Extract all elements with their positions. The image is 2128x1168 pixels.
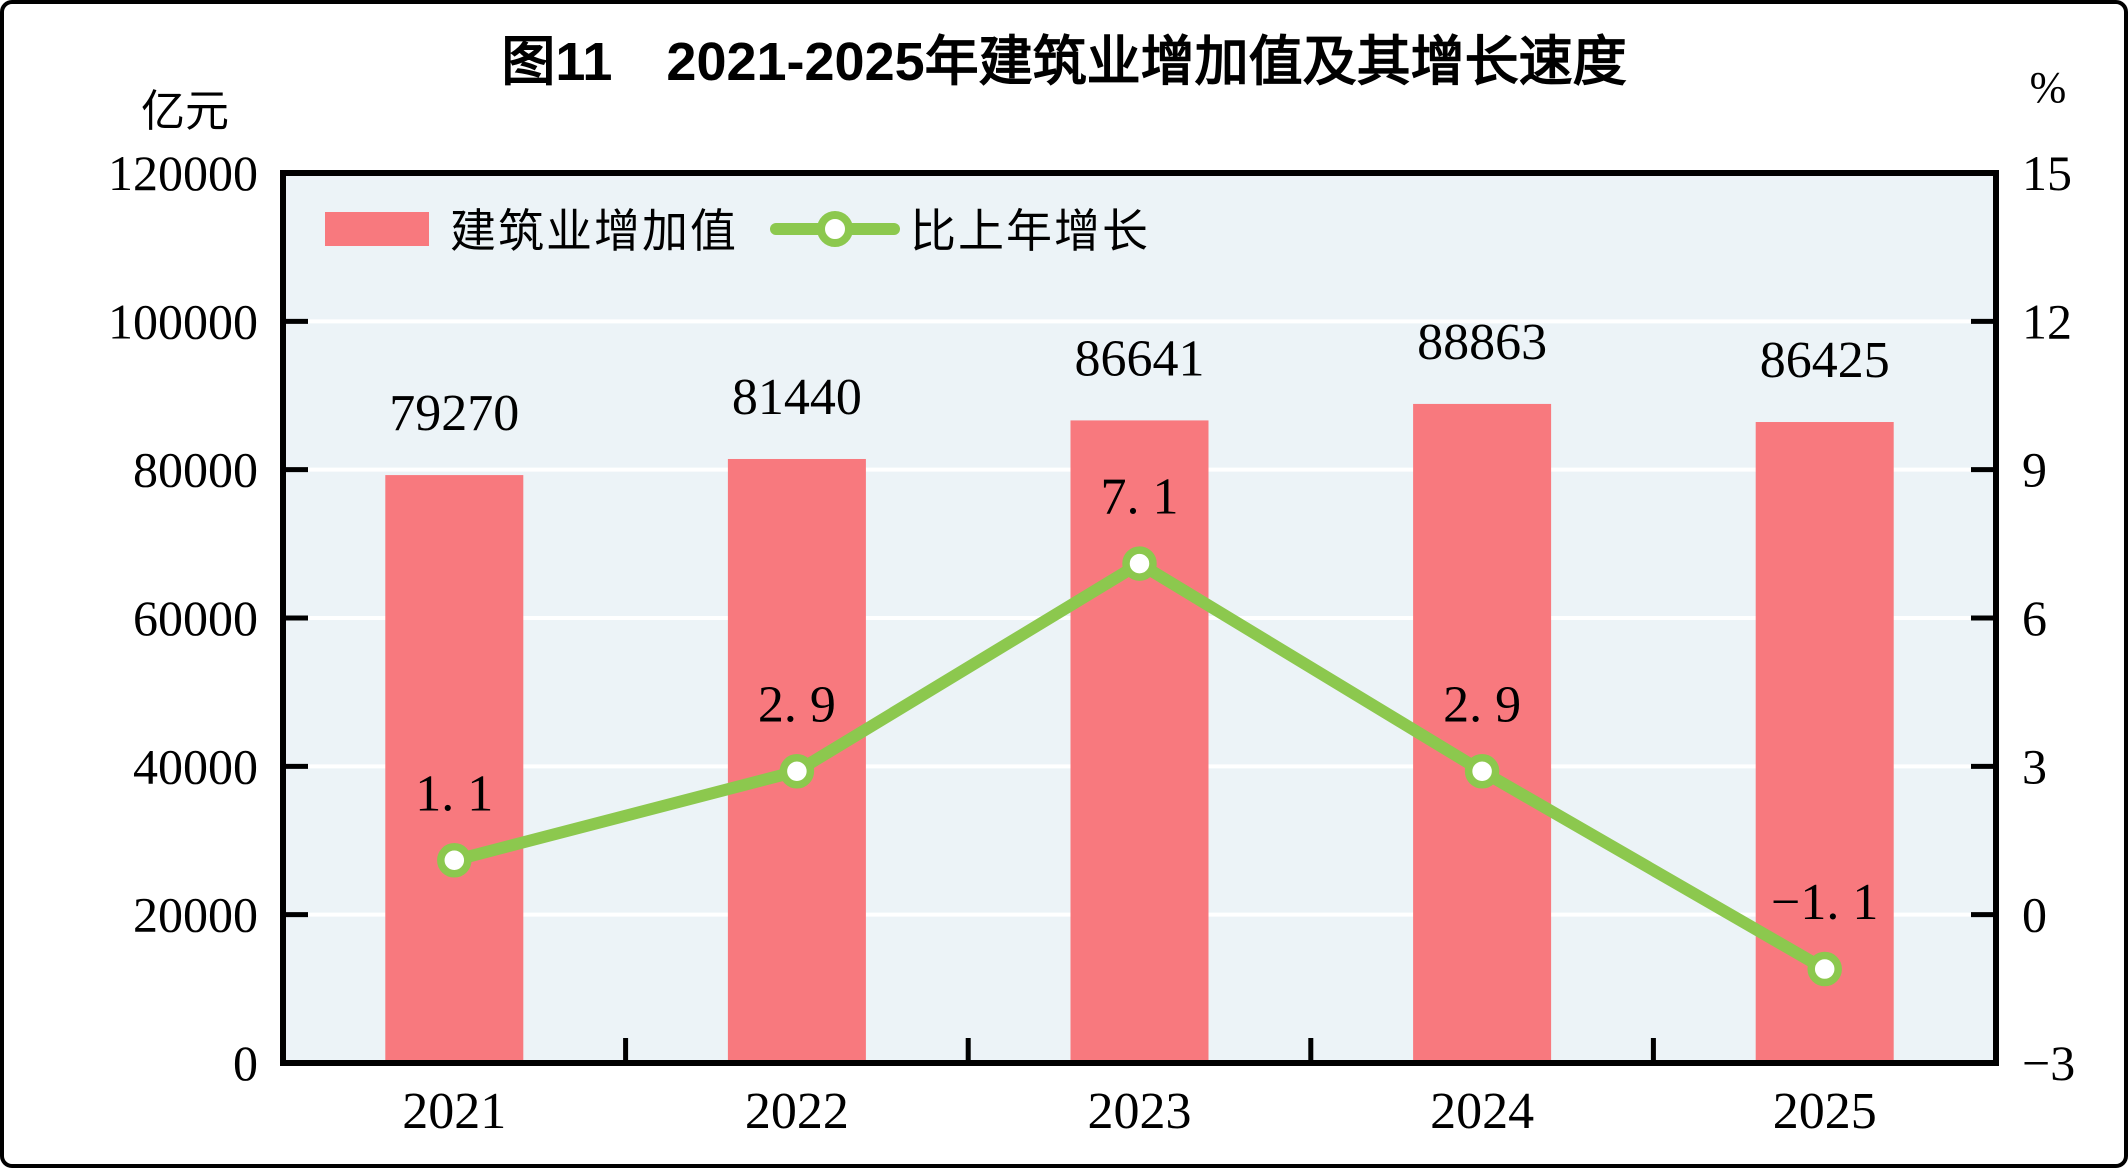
bar-value-label-2024: 88863: [1417, 314, 1547, 371]
x-tick-label-2024: 2024: [1430, 1083, 1534, 1140]
combo-chart: 图11 2021-2025年建筑业增加值及其增长速度 亿元 % 79270 814…: [108, 32, 2075, 1140]
line-value-label-2023: 7. 1: [1101, 469, 1179, 526]
plot-area-border: [280, 170, 1999, 1066]
right-axis-tick-label: 0: [2022, 887, 2047, 943]
bar-value-label-2021: 79270: [389, 385, 519, 442]
left-axis-tick-label: 120000: [108, 145, 258, 201]
axis-tick-labels-layer: 0 20000 40000 60000 80000 100000 120000 −3 0 3 6 9 1…: [108, 145, 2075, 1140]
bar-2021: [385, 475, 524, 1064]
x-tick-label-2022: 2022: [745, 1083, 849, 1140]
bar-2023: [1070, 420, 1209, 1063]
line-value-label-2022: 2. 9: [758, 676, 836, 733]
line-value-label-2021: 1. 1: [415, 765, 493, 822]
right-axis-tick-label: 15: [2022, 145, 2072, 201]
bar-2024: [1413, 403, 1552, 1063]
line-series-layer: [437, 546, 1842, 987]
legend-bar-swatch: [325, 212, 429, 246]
left-axis-tick-label: 40000: [133, 738, 258, 794]
x-tick-label-2025: 2025: [1773, 1083, 1877, 1140]
line-value-label-2025: −1. 1: [1771, 874, 1878, 931]
axis-ticks-layer: [286, 318, 1993, 1060]
right-axis-tick-label: 9: [2022, 442, 2047, 498]
data-labels-layer: 79270 81440 86641 88863 86425 1. 1 2. 9 7. 1 2. …: [389, 314, 1889, 931]
line-point-2024: [1464, 754, 1500, 789]
right-axis-tick-label: 12: [2022, 293, 2072, 349]
line-point-2025: [1807, 951, 1842, 987]
legend-line-marker-icon: [817, 211, 853, 247]
legend: 建筑业增加值 比上年增长: [325, 206, 1150, 257]
right-axis-tick-label: −3: [2022, 1035, 2075, 1091]
line-point-2023: [1122, 546, 1157, 581]
legend-bar-label: 建筑业增加值: [450, 206, 738, 257]
bar-value-label-2025: 86425: [1760, 332, 1890, 389]
left-axis-tick-label: 100000: [108, 293, 258, 349]
line-point-2022: [779, 754, 815, 789]
left-axis-tick-label: 20000: [133, 887, 258, 943]
left-axis-tick-label: 60000: [133, 590, 258, 646]
bar-value-label-2022: 81440: [732, 369, 862, 426]
right-axis-tick-label: 3: [2022, 738, 2047, 794]
chart-title: 图11 2021-2025年建筑业增加值及其增长速度: [501, 32, 1626, 92]
left-axis-tick-label: 80000: [133, 442, 258, 498]
right-axis-tick-label: 6: [2022, 590, 2047, 646]
bar-value-label-2023: 86641: [1075, 330, 1205, 387]
legend-line-label: 比上年增长: [910, 206, 1150, 257]
right-axis-unit-label: %: [2030, 63, 2067, 112]
x-tick-label-2023: 2023: [1088, 1083, 1192, 1140]
left-axis-tick-label: 0: [233, 1035, 258, 1091]
x-tick-label-2021: 2021: [402, 1083, 506, 1140]
left-axis-unit-label: 亿元: [141, 87, 229, 136]
line-value-label-2024: 2. 9: [1443, 676, 1521, 733]
line-point-2021: [437, 843, 472, 878]
